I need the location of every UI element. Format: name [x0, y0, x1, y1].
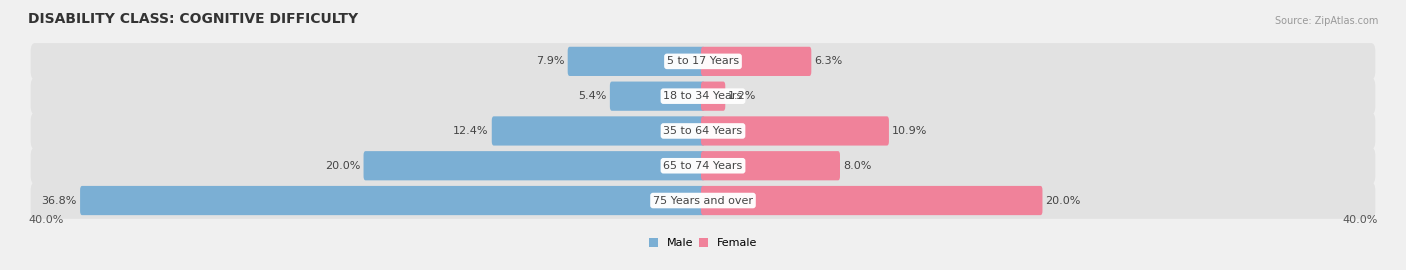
- FancyBboxPatch shape: [568, 47, 704, 76]
- FancyBboxPatch shape: [31, 182, 1375, 219]
- Text: 36.8%: 36.8%: [42, 195, 77, 205]
- Text: 18 to 34 Years: 18 to 34 Years: [664, 91, 742, 101]
- FancyBboxPatch shape: [364, 151, 704, 180]
- Text: DISABILITY CLASS: COGNITIVE DIFFICULTY: DISABILITY CLASS: COGNITIVE DIFFICULTY: [28, 12, 359, 26]
- Text: 7.9%: 7.9%: [536, 56, 565, 66]
- Text: 5.4%: 5.4%: [578, 91, 607, 101]
- FancyBboxPatch shape: [702, 186, 1042, 215]
- Text: 35 to 64 Years: 35 to 64 Years: [664, 126, 742, 136]
- Text: 75 Years and over: 75 Years and over: [652, 195, 754, 205]
- FancyBboxPatch shape: [31, 43, 1375, 80]
- Text: 20.0%: 20.0%: [325, 161, 360, 171]
- Text: 20.0%: 20.0%: [1046, 195, 1081, 205]
- Text: Source: ZipAtlas.com: Source: ZipAtlas.com: [1274, 16, 1378, 26]
- Text: 8.0%: 8.0%: [844, 161, 872, 171]
- Text: 40.0%: 40.0%: [1343, 215, 1378, 225]
- FancyBboxPatch shape: [31, 78, 1375, 114]
- FancyBboxPatch shape: [702, 82, 725, 111]
- FancyBboxPatch shape: [702, 151, 839, 180]
- FancyBboxPatch shape: [610, 82, 704, 111]
- Text: 12.4%: 12.4%: [453, 126, 489, 136]
- Text: 5 to 17 Years: 5 to 17 Years: [666, 56, 740, 66]
- Text: 65 to 74 Years: 65 to 74 Years: [664, 161, 742, 171]
- Text: 10.9%: 10.9%: [891, 126, 928, 136]
- FancyBboxPatch shape: [80, 186, 704, 215]
- FancyBboxPatch shape: [492, 116, 704, 146]
- Text: 6.3%: 6.3%: [814, 56, 842, 66]
- FancyBboxPatch shape: [702, 116, 889, 146]
- Text: 1.2%: 1.2%: [728, 91, 756, 101]
- Legend: Male, Female: Male, Female: [650, 238, 756, 248]
- FancyBboxPatch shape: [31, 147, 1375, 184]
- Text: 40.0%: 40.0%: [28, 215, 63, 225]
- FancyBboxPatch shape: [702, 47, 811, 76]
- FancyBboxPatch shape: [31, 113, 1375, 149]
